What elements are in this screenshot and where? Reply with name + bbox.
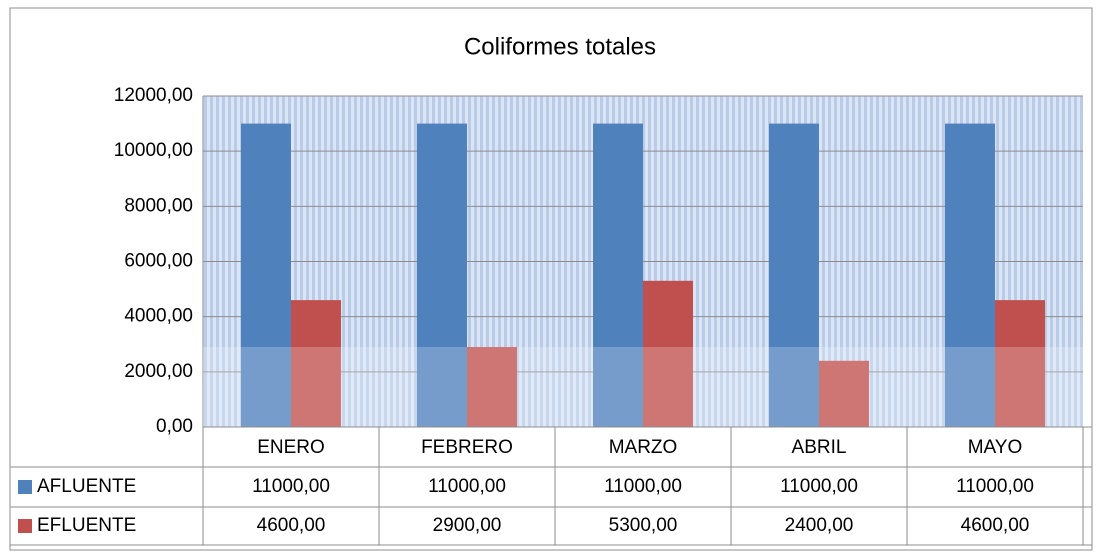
chart-title: Coliformes totales xyxy=(464,33,656,60)
table-value: 5300,00 xyxy=(609,515,678,536)
legend-label: EFLUENTE xyxy=(37,515,136,536)
x-tick-label: MAYO xyxy=(968,437,1023,458)
y-tick-label: 0,00 xyxy=(156,416,193,437)
legend-key xyxy=(18,519,32,533)
bar xyxy=(995,300,1045,427)
table-value: 11000,00 xyxy=(780,476,858,497)
bar xyxy=(643,280,693,427)
x-tick-label: ABRIL xyxy=(792,437,847,458)
x-tick-label: ENERO xyxy=(257,437,325,458)
table-value: 4600,00 xyxy=(257,515,326,536)
table-value: 4600,00 xyxy=(961,515,1030,536)
table-value: 11000,00 xyxy=(252,476,330,497)
table-value: 2900,00 xyxy=(433,515,502,536)
table-value: 11000,00 xyxy=(428,476,506,497)
y-tick-label: 8000,00 xyxy=(124,195,193,216)
y-tick-label: 6000,00 xyxy=(124,251,193,272)
y-tick-label: 4000,00 xyxy=(124,306,193,327)
bar xyxy=(241,123,291,427)
bar xyxy=(467,347,517,427)
x-tick-label: FEBRERO xyxy=(421,437,513,458)
legend-label: AFLUENTE xyxy=(37,476,136,497)
y-tick-label: 12000,00 xyxy=(114,85,193,106)
table-value: 2400,00 xyxy=(785,515,854,536)
y-tick-label: 2000,00 xyxy=(124,361,193,382)
overlay xyxy=(203,347,1083,427)
bar xyxy=(417,123,467,427)
y-tick-label: 10000,00 xyxy=(114,140,193,161)
bar xyxy=(945,123,995,427)
bar xyxy=(593,123,643,427)
table-value: 11000,00 xyxy=(604,476,682,497)
x-tick-label: MARZO xyxy=(609,437,678,458)
bar xyxy=(769,123,819,427)
legend-key xyxy=(18,480,32,494)
bar xyxy=(291,300,341,427)
table-value: 11000,00 xyxy=(956,476,1034,497)
bar xyxy=(819,360,869,427)
